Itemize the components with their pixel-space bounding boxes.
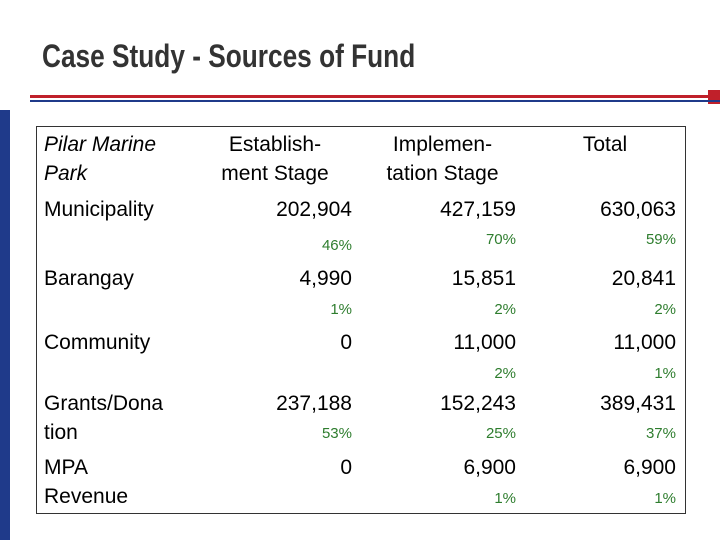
cell-total: 11,000: [613, 331, 676, 354]
row-label-grants-line1: Grants/Dona: [44, 392, 164, 415]
pct-total: 2%: [654, 301, 676, 318]
left-accent-bar: [0, 110, 10, 540]
header-park-line2: Park: [44, 162, 88, 185]
pct-implementation: 25%: [485, 425, 516, 442]
row-label-barangay: Barangay: [44, 267, 134, 290]
cell-establishment: 4,990: [299, 267, 352, 290]
slide-title: Case Study - Sources of Fund: [42, 38, 416, 74]
pct-total: 1%: [654, 490, 676, 507]
header-implementation-line2: tation Stage: [386, 162, 499, 185]
header-total: Total: [582, 133, 628, 156]
cell-implementation: 427,159: [440, 198, 516, 221]
header-establishment-line2: ment Stage: [221, 162, 329, 185]
pct-implementation: 1%: [494, 490, 516, 507]
header-implementation-line1: Implemen-: [392, 133, 493, 156]
row-label-grants-line2: tion: [44, 421, 78, 444]
pct-total: 59%: [645, 231, 676, 248]
cell-implementation: 15,851: [451, 267, 516, 290]
cell-implementation: 6,900: [463, 456, 516, 479]
pct-implementation: 70%: [485, 231, 516, 248]
pct-establishment: 53%: [321, 425, 352, 442]
row-label-municipality: Municipality: [44, 198, 154, 221]
funds-table: [36, 126, 686, 514]
cell-establishment: 202,904: [276, 198, 352, 221]
title-rule-blue: [30, 100, 720, 102]
pct-total: 37%: [645, 425, 676, 442]
pct-implementation: 2%: [494, 301, 516, 318]
header-establishment-line1: Establish-: [228, 133, 322, 156]
pct-establishment: 1%: [330, 301, 352, 318]
header-park-line1: Pilar Marine: [44, 133, 157, 156]
cell-total: 630,063: [600, 198, 676, 221]
pct-establishment: 46%: [321, 237, 352, 254]
cell-implementation: 11,000: [453, 331, 516, 354]
row-label-community: Community: [44, 331, 151, 354]
title-rule-red: [30, 95, 720, 98]
cell-establishment: 0: [340, 456, 352, 479]
pct-implementation: 2%: [494, 365, 516, 382]
row-label-mpa-line2: Revenue: [44, 485, 129, 508]
cell-total: 20,841: [611, 267, 676, 290]
cell-establishment: 0: [340, 331, 352, 354]
cell-total: 389,431: [600, 392, 676, 415]
cell-total: 6,900: [623, 456, 676, 479]
row-label-mpa-line1: MPA: [44, 456, 88, 479]
cell-implementation: 152,243: [440, 392, 516, 415]
pct-total: 1%: [654, 365, 676, 382]
cell-establishment: 237,188: [276, 392, 352, 415]
